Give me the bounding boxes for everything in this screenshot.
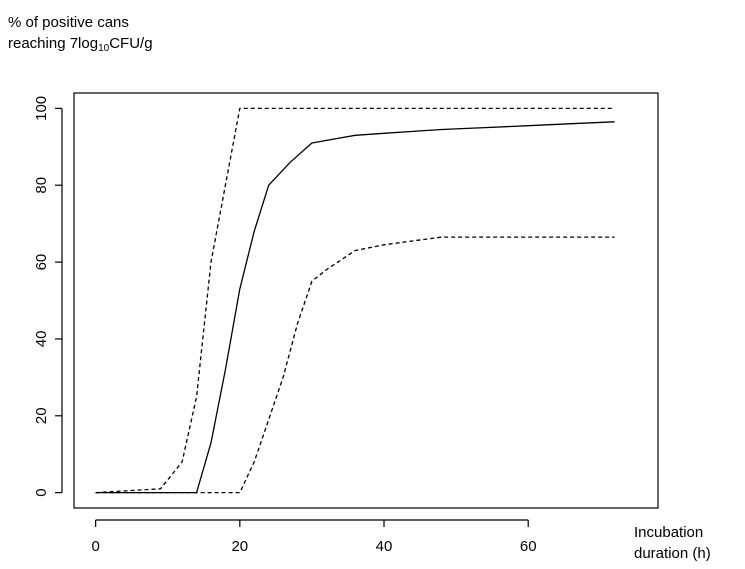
y-axis-label-subscript: 10 (98, 43, 110, 54)
x-tick-label: 0 (91, 538, 99, 555)
y-tick-label: 100 (33, 96, 50, 121)
y-axis-label: % of positive cans reaching 7log10CFU/g (8, 12, 153, 59)
y-tick-label: 20 (33, 407, 50, 424)
bound-line-1 (95, 107, 615, 494)
bound-line-2 (95, 236, 615, 494)
x-axis-label-line1: Incubation (634, 524, 704, 541)
x-axis-label: Incubation duration (h) (634, 522, 711, 564)
x-tick-label: 60 (520, 538, 537, 555)
y-axis-label-line2-text: reaching 7log (8, 35, 99, 52)
y-tick-label: 40 (33, 331, 50, 348)
y-tick-label: 80 (33, 177, 50, 194)
plot-frame (73, 92, 659, 509)
median-line (95, 121, 615, 494)
x-tick-label: 40 (376, 538, 393, 555)
x-tick-label: 20 (231, 538, 248, 555)
y-tick-label: 60 (33, 254, 50, 271)
y-axis-label-line2: reaching 7log10CFU/g (8, 33, 153, 59)
y-axis-label-line2-unit: CFU/g (109, 35, 153, 52)
x-axis-label-line2: duration (h) (634, 545, 711, 562)
y-axis-label-line1: % of positive cans (8, 14, 129, 31)
y-tick-label: 0 (33, 488, 50, 496)
